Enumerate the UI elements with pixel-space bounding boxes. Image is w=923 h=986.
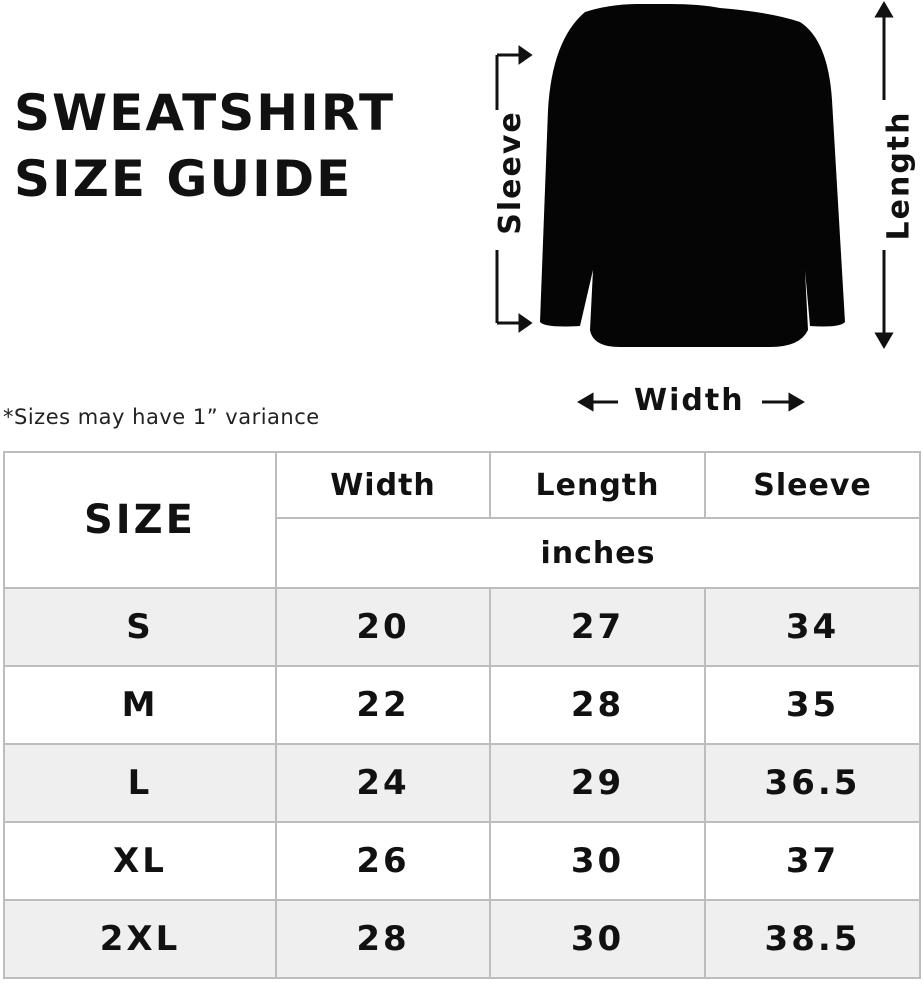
page-title: SWEATSHIRT SIZE GUIDE (14, 80, 395, 212)
width-cell: 22 (275, 665, 491, 745)
size-cell: 2XL (3, 899, 277, 979)
table-row: 2XL 28 30 38.5 (3, 899, 921, 979)
table-row: XL 26 30 37 (3, 821, 921, 901)
variance-note: *Sizes may have 1” variance (3, 405, 320, 429)
size-header: SIZE (3, 451, 277, 589)
title-line-1: SWEATSHIRT (14, 84, 396, 142)
width-cell: 26 (275, 821, 491, 901)
width-label: Width (634, 383, 745, 418)
length-label: Length (881, 110, 917, 241)
sleeve-cell: 38.5 (704, 899, 921, 979)
table-row: M 22 28 35 (3, 665, 921, 745)
sleeve-cell: 36.5 (704, 743, 921, 823)
sleeve-cell: 34 (704, 587, 921, 667)
size-cell: XL (3, 821, 277, 901)
sleeve-label: Sleeve (492, 110, 528, 235)
length-cell: 30 (489, 899, 706, 979)
sleeve-cell: 37 (704, 821, 921, 901)
sweatshirt-icon (540, 4, 845, 347)
table-row: S 20 27 34 (3, 587, 921, 667)
size-cell: M (3, 665, 277, 745)
width-arrow-icon (577, 392, 805, 412)
length-arrow-icon (874, 1, 894, 349)
length-cell: 30 (489, 821, 706, 901)
length-cell: 28 (489, 665, 706, 745)
width-cell: 20 (275, 587, 491, 667)
size-cell: L (3, 743, 277, 823)
width-cell: 24 (275, 743, 491, 823)
sleeve-arrow-icon (495, 45, 533, 333)
length-header: Length (489, 451, 706, 519)
length-cell: 29 (489, 743, 706, 823)
width-header: Width (275, 451, 491, 519)
unit-label: inches (275, 517, 921, 589)
length-cell: 27 (489, 587, 706, 667)
title-line-2: SIZE GUIDE (14, 150, 353, 208)
size-cell: S (3, 587, 277, 667)
size-table: SIZE Width Length Sleeve inches S 20 27 … (3, 451, 921, 979)
sleeve-header: Sleeve (704, 451, 921, 519)
sleeve-cell: 35 (704, 665, 921, 745)
width-cell: 28 (275, 899, 491, 979)
sweatshirt-diagram (495, 1, 894, 412)
table-row: L 24 29 36.5 (3, 743, 921, 823)
